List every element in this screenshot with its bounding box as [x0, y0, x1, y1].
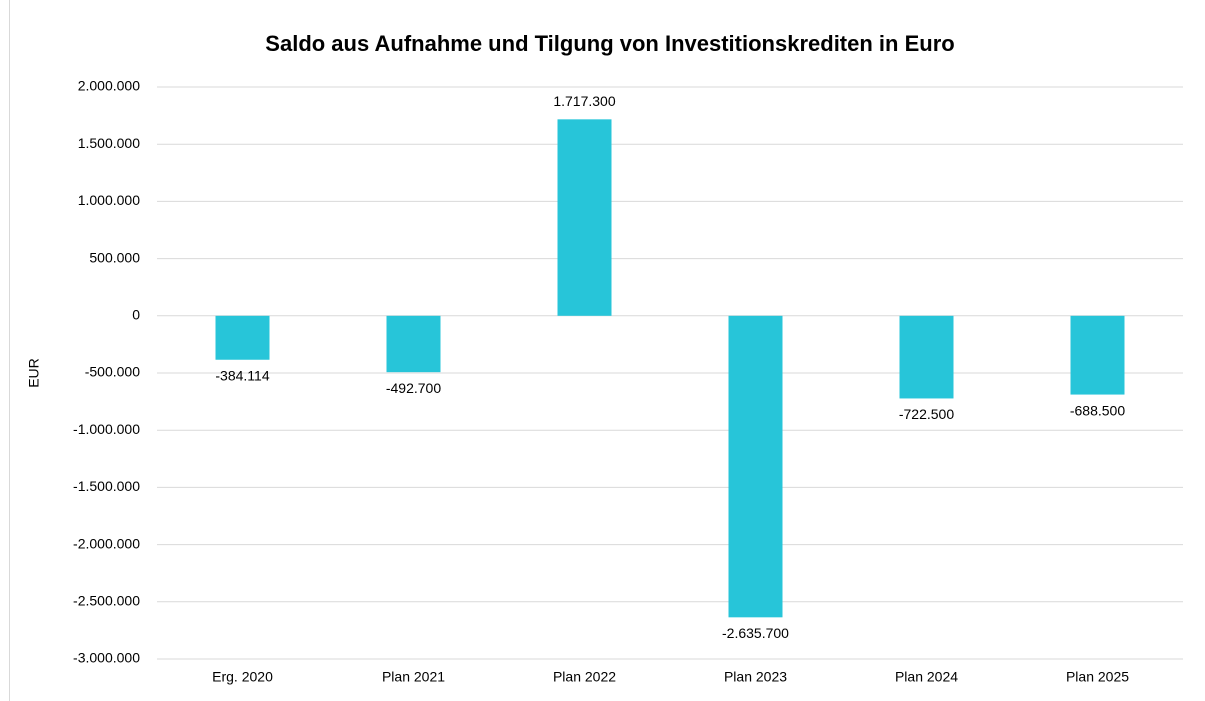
y-tick-label: 500.000: [89, 249, 140, 265]
data-label: -688.500: [1070, 402, 1125, 418]
bar: [899, 315, 954, 399]
chart-border: [9, 0, 10, 701]
bar: [557, 119, 612, 316]
y-tick-label: 0: [132, 307, 140, 323]
bar: [1070, 315, 1125, 395]
x-tick-label: Plan 2024: [895, 669, 958, 685]
y-tick-label: -2.000.000: [73, 535, 140, 551]
x-tick-label: Erg. 2020: [212, 669, 273, 685]
y-axis-label: EUR: [26, 358, 42, 388]
data-label: -492.700: [386, 380, 441, 396]
chart-title: Saldo aus Aufnahme und Tilgung von Inves…: [265, 31, 954, 56]
y-tick-label: 2.000.000: [78, 78, 140, 94]
y-tick-label: 1.500.000: [78, 135, 140, 151]
y-tick-label: -3.000.000: [73, 650, 140, 666]
x-tick-label: Plan 2023: [724, 669, 787, 685]
data-label: -384.114: [215, 367, 269, 383]
bar: [728, 315, 783, 618]
y-tick-label: 1.000.000: [78, 192, 140, 208]
bar: [215, 315, 270, 360]
y-tick-label: -2.500.000: [73, 593, 140, 609]
y-tick-label: -500.000: [85, 364, 140, 380]
data-label: 1.717.300: [553, 93, 615, 109]
x-tick-label: Plan 2022: [553, 669, 616, 685]
y-tick-label: -1.000.000: [73, 421, 140, 437]
y-tick-label: -1.500.000: [73, 478, 140, 494]
x-tick-label: Plan 2021: [382, 669, 445, 685]
x-tick-label: Plan 2025: [1066, 669, 1129, 685]
data-label: -722.500: [899, 406, 954, 422]
bar: [386, 315, 441, 373]
data-label: -2.635.700: [722, 625, 789, 641]
